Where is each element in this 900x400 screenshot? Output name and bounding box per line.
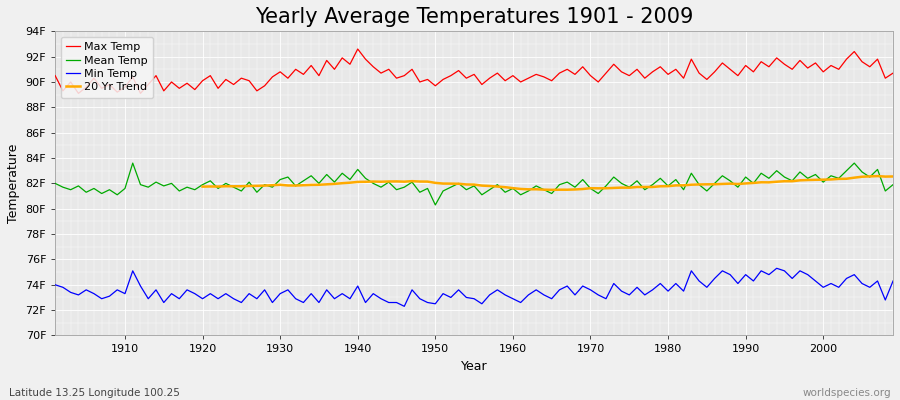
Line: 20 Yr Trend: 20 Yr Trend [202,176,893,190]
X-axis label: Year: Year [461,360,488,373]
Min Temp [771,266,782,271]
Min Temp [508,296,518,301]
Mean Temp [523,188,534,193]
Text: Latitude 13.25 Longitude 100.25: Latitude 13.25 Longitude 100.25 [9,388,180,398]
Max Temp [516,80,526,84]
Max Temp [291,67,302,72]
Min Temp [399,304,410,309]
Max Temp [120,85,130,90]
Text: worldspecies.org: worldspecies.org [803,388,891,398]
Min Temp [329,296,340,301]
Line: Min Temp: Min Temp [55,268,893,306]
Max Temp [337,56,347,60]
20 Yr Trend [291,183,302,188]
Min Temp [887,278,898,283]
Mean Temp [516,192,526,197]
Max Temp [616,70,627,74]
20 Yr Trend [872,174,883,178]
Max Temp [50,73,60,78]
Line: Max Temp: Max Temp [55,49,893,93]
Line: Mean Temp: Mean Temp [55,163,893,205]
Mean Temp [616,181,627,186]
Min Temp [608,281,619,286]
Min Temp [50,282,60,287]
Legend: Max Temp, Mean Temp, Min Temp, 20 Yr Trend: Max Temp, Mean Temp, Min Temp, 20 Yr Tre… [60,37,153,98]
Max Temp [73,91,84,96]
20 Yr Trend [864,174,875,179]
Max Temp [523,76,534,80]
Mean Temp [337,171,347,176]
20 Yr Trend [197,184,208,189]
Mean Temp [430,202,441,207]
20 Yr Trend [779,179,790,184]
Max Temp [887,71,898,76]
20 Yr Trend [407,179,418,184]
Min Temp [283,288,293,292]
Mean Temp [50,181,60,186]
Y-axis label: Temperature: Temperature [7,144,20,223]
Title: Yearly Average Temperatures 1901 - 2009: Yearly Average Temperatures 1901 - 2009 [255,7,693,27]
Mean Temp [112,192,122,197]
20 Yr Trend [795,178,806,183]
20 Yr Trend [887,174,898,179]
Max Temp [352,47,363,52]
Min Temp [112,288,122,292]
Min Temp [516,300,526,305]
Mean Temp [127,161,138,166]
Mean Temp [887,182,898,187]
20 Yr Trend [546,188,557,192]
20 Yr Trend [686,182,697,187]
Mean Temp [291,184,302,188]
